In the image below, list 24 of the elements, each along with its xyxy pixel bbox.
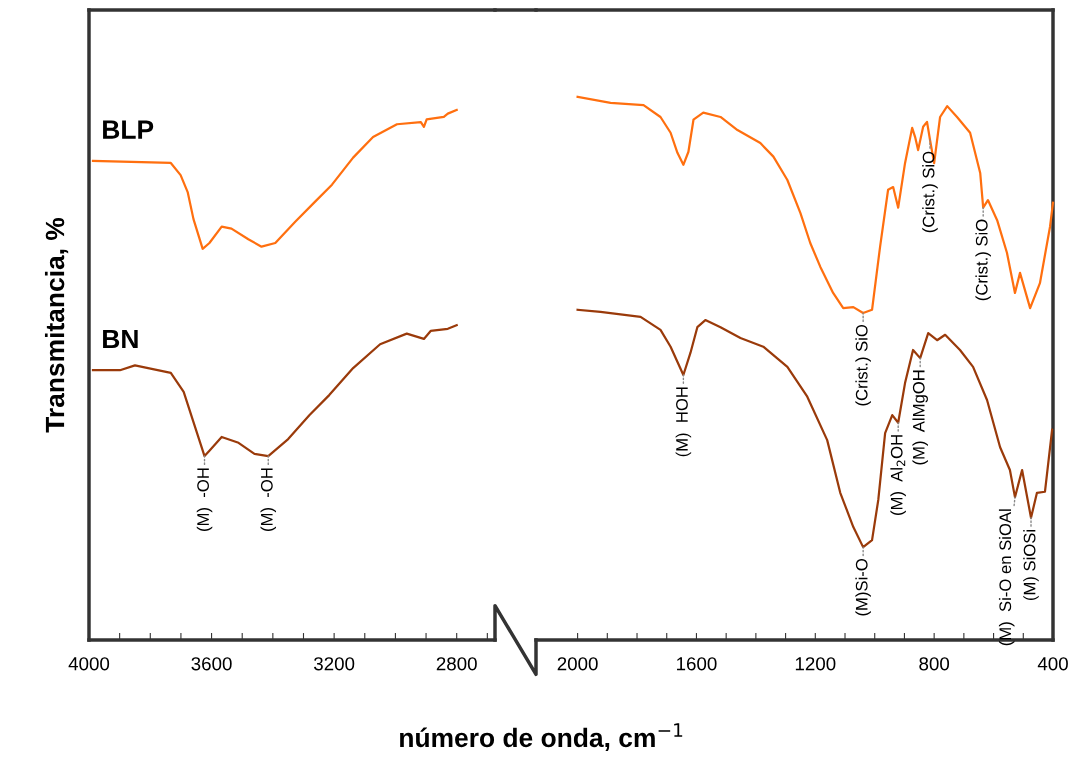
annotation: (Crist.) SiO xyxy=(975,219,991,301)
annotation: (M) -OH xyxy=(260,468,277,531)
series-label: BN xyxy=(103,329,138,349)
y-axis-title: Transmitancia, % xyxy=(44,217,69,433)
annotation: (Crist.) SiO xyxy=(922,151,938,233)
annotation: (M) SiOSi xyxy=(1023,530,1039,601)
x-tick-label: 2800 xyxy=(436,657,477,671)
x-tick-label: 2000 xyxy=(557,657,598,671)
x-tick-label: 1600 xyxy=(677,657,717,671)
x-tick-label: 3200 xyxy=(313,657,355,671)
x-tick-label: 4000 xyxy=(68,657,110,671)
x-tick-label: 3600 xyxy=(191,657,232,671)
annotation: (Crist.) SiO xyxy=(855,324,871,406)
annotation: (M) -OH xyxy=(196,468,213,531)
x-axis-title: número de onda, cm$^{−1}$ xyxy=(400,723,683,751)
x-tick-label: 400 xyxy=(1037,657,1068,671)
series-label: BLP xyxy=(103,120,154,139)
x-tick-label: 1200 xyxy=(795,657,836,671)
annotation: (M) HOH xyxy=(675,387,692,457)
annotation: (M)Si-O xyxy=(855,559,871,616)
annotation: (M) Si-O en SiOAl xyxy=(998,509,1015,646)
annotation: (M) Al$_{2}$OH xyxy=(890,435,906,515)
x-tick-label: 800 xyxy=(919,657,950,671)
annotation: (M) AlMgOH xyxy=(912,370,928,465)
